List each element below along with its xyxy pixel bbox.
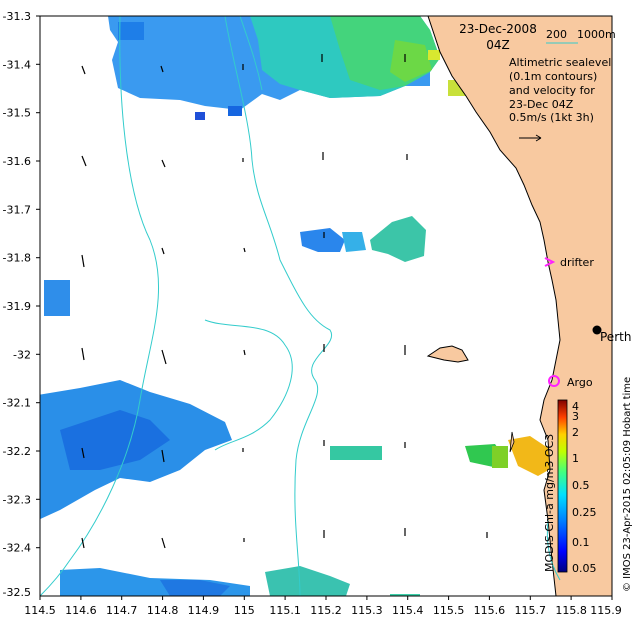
velocity-arrows [81, 54, 488, 549]
x-tick-label: 115.1 [269, 604, 301, 617]
drifter-label: drifter [560, 256, 594, 269]
velocity-scale-arrow [519, 134, 542, 142]
x-tick-label: 115.5 [433, 604, 465, 617]
argo-label: Argo [567, 376, 593, 389]
island [426, 345, 469, 363]
legend-line: and velocity for [509, 84, 595, 97]
colorbar-title: MODIS Chl-a mg/m3 OC3 [543, 434, 556, 572]
y-tick-label: -31.9 [3, 300, 31, 313]
y-tick-label: -32.5 [3, 586, 31, 599]
x-tick-label: 115.9 [590, 604, 622, 617]
perth-label: Perth [600, 330, 631, 344]
map-time: 04Z [486, 38, 510, 52]
x-tick-label: 115.2 [310, 604, 342, 617]
y-tick-label: -32.1 [3, 397, 31, 410]
perth-marker [592, 325, 602, 335]
y-tick-label: -31.7 [3, 203, 31, 216]
axis-ticks [36, 15, 613, 600]
isobath-contours [40, 16, 561, 596]
x-tick-label: 114.5 [24, 604, 56, 617]
legend-line: 23-Dec 04Z [509, 98, 574, 111]
x-axis-labels: 114.5 114.6 114.7 114.8 114.9 115 115.1 … [24, 604, 622, 617]
x-tick-label: 115 [234, 604, 255, 617]
y-tick-label: -32.2 [3, 445, 31, 458]
x-tick-label: 114.7 [106, 604, 138, 617]
depth-label-200: 200 [546, 28, 567, 41]
colorbar-tick: 0.05 [572, 562, 597, 575]
y-axis-labels: -31.3 -31.4 -31.5 -31.6 -31.7 -31.8 -31.… [3, 10, 31, 599]
x-tick-label: 115.6 [474, 604, 506, 617]
drifter-marker [544, 257, 556, 267]
colorbar-tick: 0.5 [572, 479, 590, 492]
y-tick-label: -31.4 [3, 58, 31, 71]
y-tick-label: -31.3 [3, 10, 31, 23]
colorbar-tick: 2 [572, 426, 579, 439]
depth-label-1000: 1000m [577, 28, 616, 41]
legend-line: (0.1m contours) [509, 70, 597, 83]
colorbar-tick: 3 [572, 410, 579, 423]
y-tick-label: -32 [13, 348, 31, 361]
x-tick-label: 115.7 [515, 604, 547, 617]
x-tick-label: 114.6 [65, 604, 97, 617]
colorbar-tick: 0.1 [572, 536, 590, 549]
y-tick-label: -32.3 [3, 493, 31, 506]
y-tick-label: -31.5 [3, 107, 31, 120]
argo-marker [548, 375, 560, 387]
sealevel-legend: Altimetric sealevel (0.1m contours) and … [509, 56, 611, 124]
legend-line: Altimetric sealevel [509, 56, 611, 69]
x-tick-label: 115.8 [555, 604, 587, 617]
x-tick-label: 114.9 [188, 604, 220, 617]
y-tick-label: -32.4 [3, 542, 31, 555]
colorbar-tick: 0.25 [572, 506, 597, 519]
y-tick-label: -31.6 [3, 155, 31, 168]
credit-text: © IMOS 23-Apr-2015 02:05:09 Hobart time [622, 377, 633, 592]
colorbar-gradient [557, 399, 568, 573]
map-date: 23-Dec-2008 [459, 22, 537, 36]
colorbar: 0.05 0.1 0.25 0.5 1 2 3 4 [557, 399, 597, 575]
y-tick-label: -31.8 [3, 252, 31, 265]
x-tick-label: 114.8 [147, 604, 179, 617]
legend-line: 0.5m/s (1kt 3h) [509, 111, 594, 124]
colorbar-tick: 4 [572, 400, 579, 413]
x-tick-label: 115.3 [351, 604, 383, 617]
colorbar-tick: 1 [572, 452, 579, 465]
chlorophyll-layer [40, 16, 552, 596]
x-tick-label: 115.4 [392, 604, 424, 617]
